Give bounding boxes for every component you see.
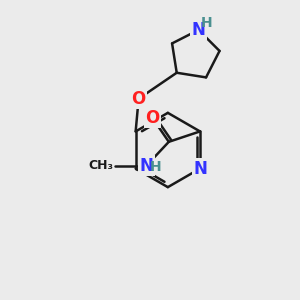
- Text: O: O: [145, 109, 160, 127]
- Text: N: N: [193, 160, 207, 178]
- Text: N: N: [140, 157, 153, 175]
- Text: O: O: [131, 90, 146, 108]
- Text: H: H: [150, 160, 162, 174]
- Text: N: N: [192, 21, 206, 39]
- Text: CH₃: CH₃: [89, 159, 114, 172]
- Text: H: H: [201, 16, 213, 30]
